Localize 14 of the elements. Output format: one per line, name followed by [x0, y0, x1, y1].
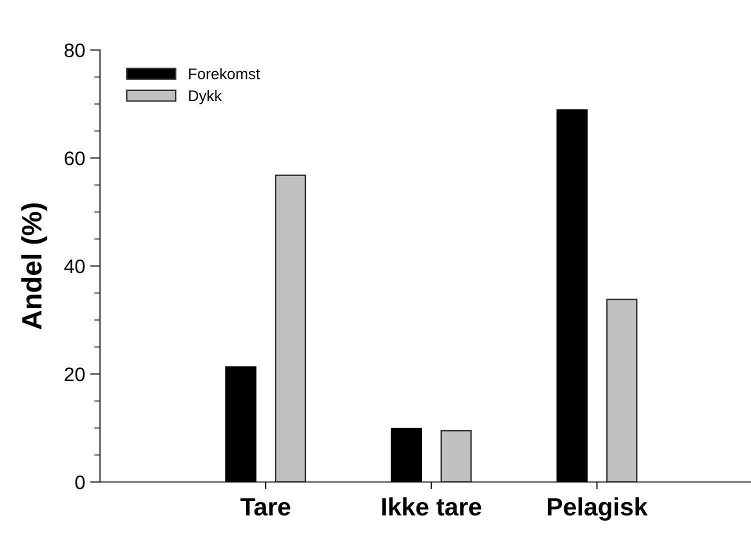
x-tick-label: Tare [240, 498, 290, 516]
y-axis-title: Andel (%) [21, 203, 48, 330]
bar [440, 430, 472, 482]
bar [606, 298, 638, 482]
legend-label: Dykk [189, 90, 222, 104]
y-tick-label: 40 [64, 259, 85, 274]
y-tick-label: 60 [64, 151, 85, 166]
y-tick-label: 80 [64, 43, 85, 58]
y-tick-label: 0 [75, 475, 85, 490]
x-tick-label: Pelagisk [548, 497, 648, 521]
y-tick-label: 20 [64, 367, 85, 382]
bar [274, 174, 306, 482]
x-tick-label: Ikke tare [382, 497, 482, 516]
legend-label: Forekomst [189, 68, 260, 80]
